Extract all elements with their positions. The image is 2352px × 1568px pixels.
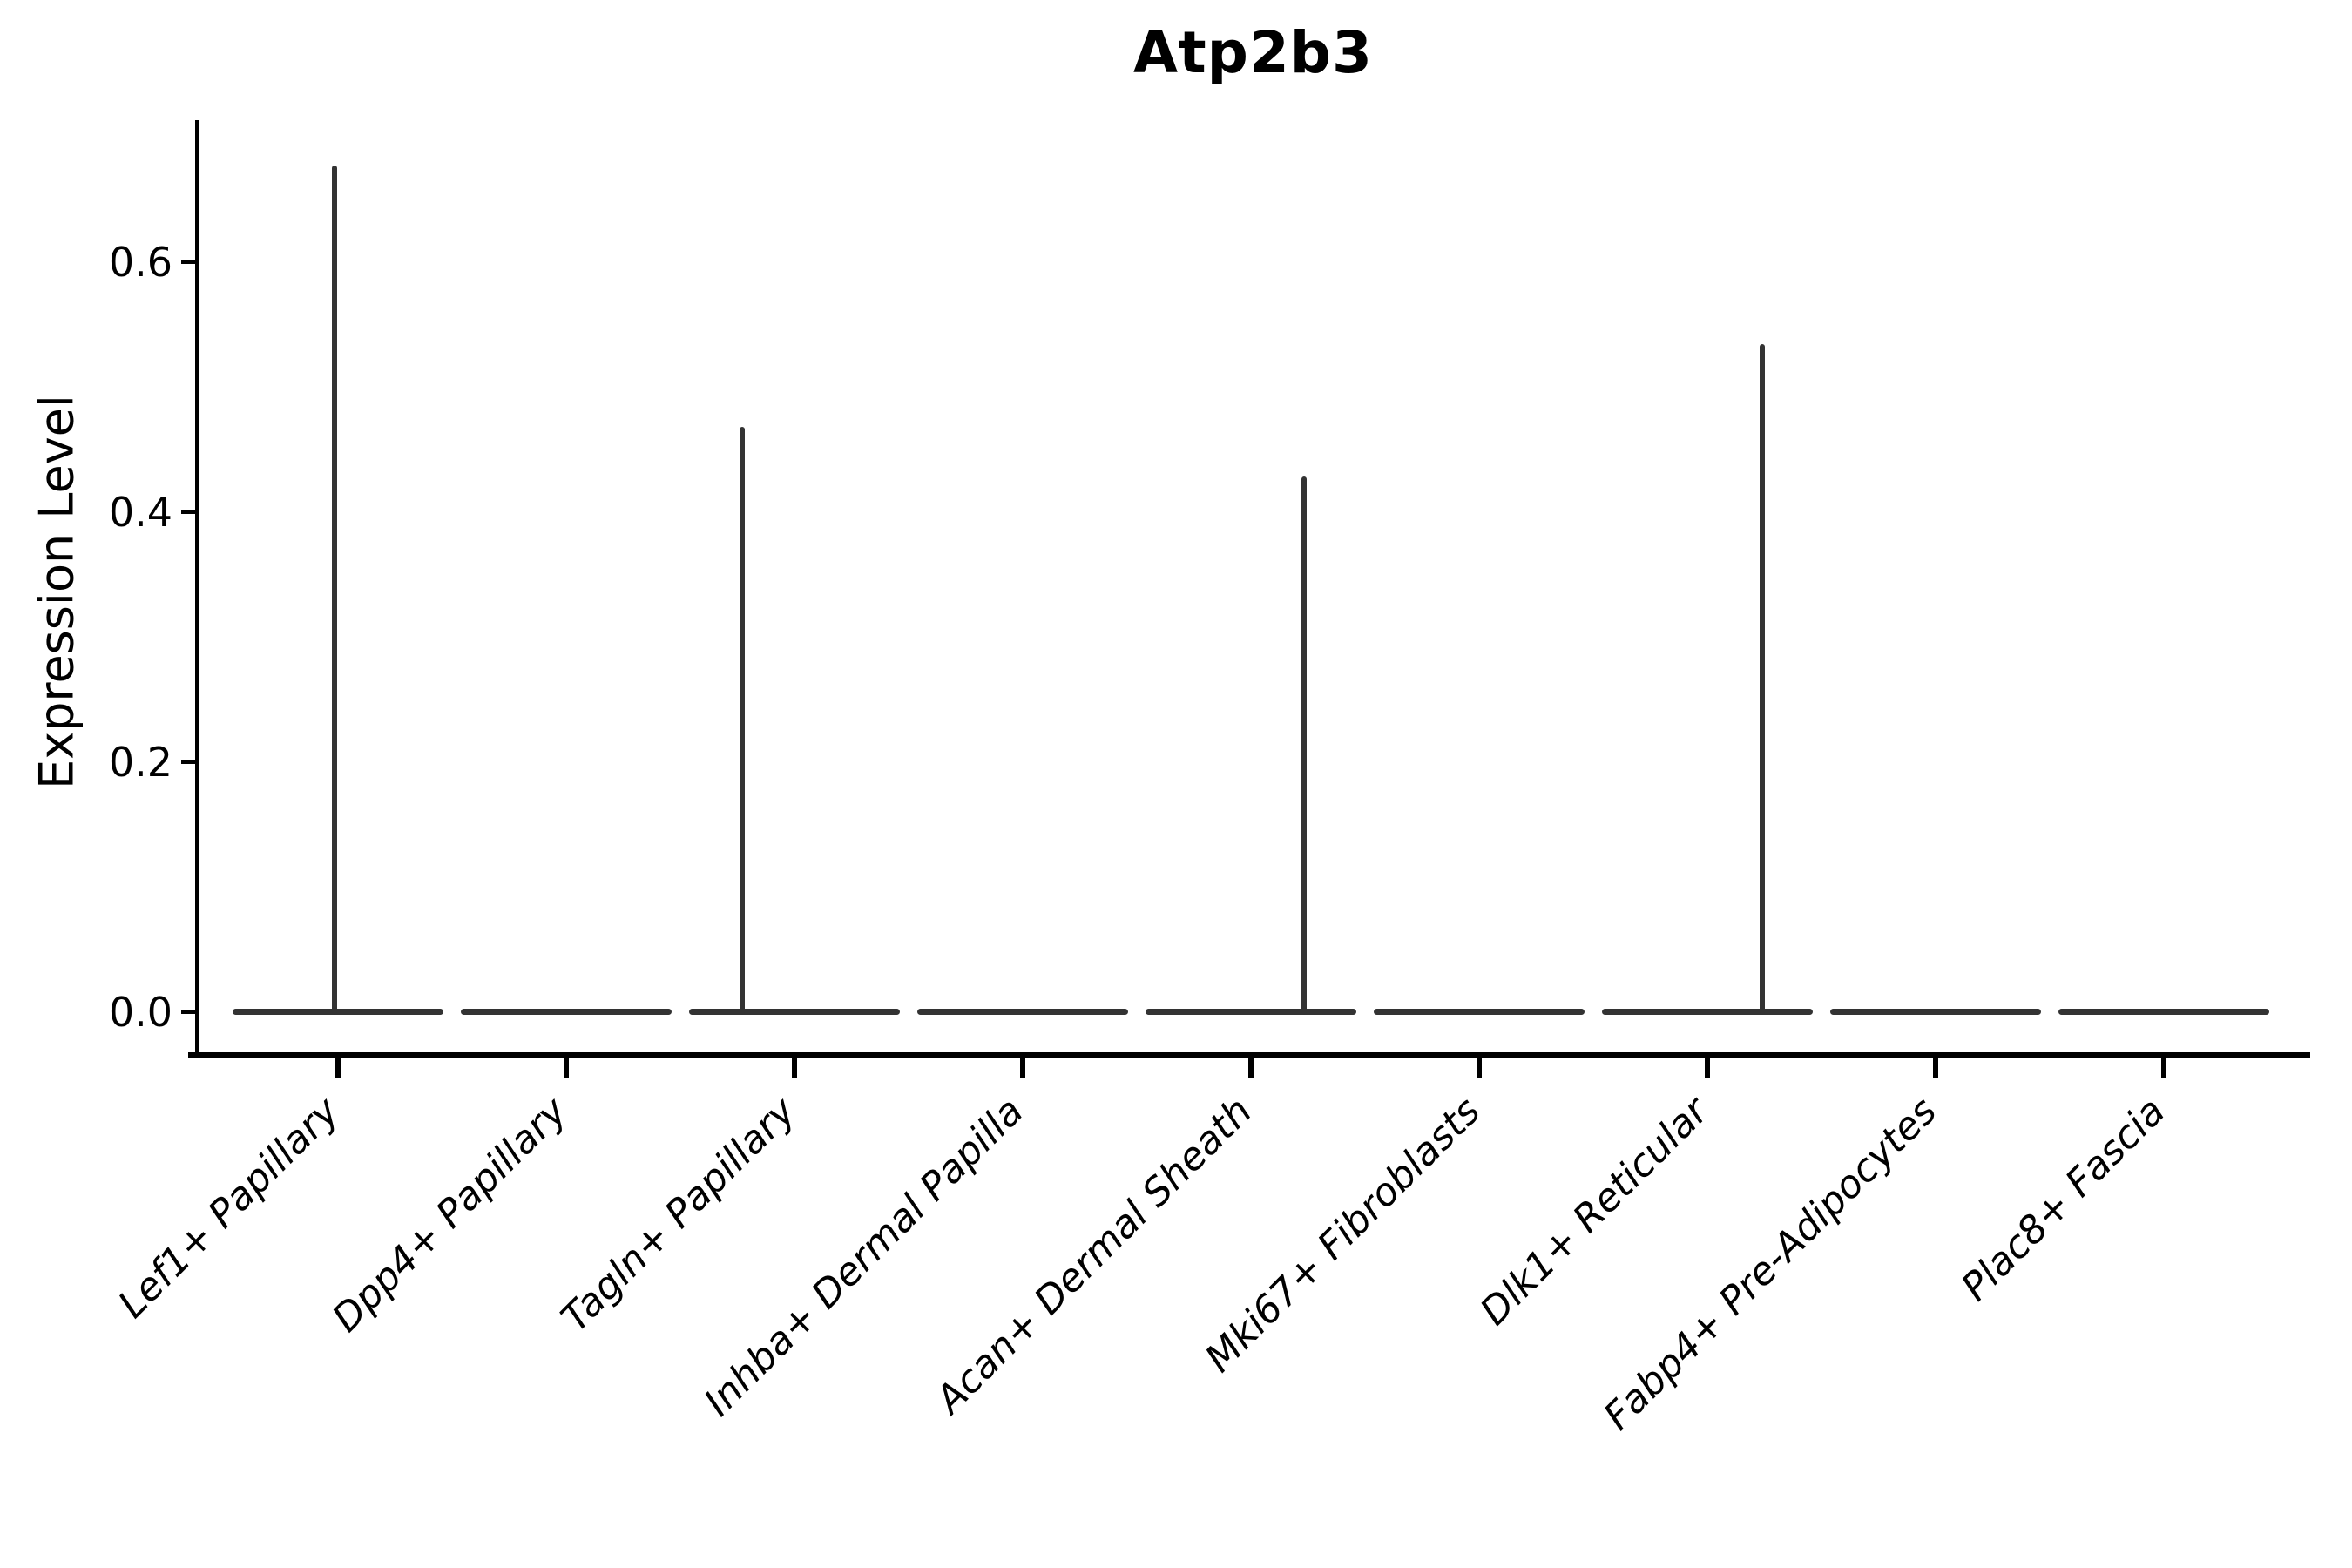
y-tick-mark <box>181 1010 195 1014</box>
y-tick-mark <box>181 260 195 264</box>
violin-max-spike <box>740 426 745 1015</box>
violin-body <box>2058 1009 2269 1015</box>
violin-body <box>1602 1009 1813 1015</box>
y-axis-label: Expression Level <box>29 395 84 789</box>
violin-body <box>233 1009 443 1015</box>
plot-title: Atp2b3 <box>1133 19 1373 86</box>
violin-body <box>1830 1009 2041 1015</box>
y-axis-spine <box>195 120 199 1058</box>
y-tick-label: 0.0 <box>108 988 172 1036</box>
x-tick-mark <box>1248 1058 1254 1078</box>
y-tick-label: 0.6 <box>108 238 172 286</box>
x-tick-mark <box>1933 1058 1938 1078</box>
x-tick-mark <box>1477 1058 1482 1078</box>
x-category-label: Tagln+ Papillary <box>552 1089 805 1341</box>
violin-max-spike <box>1760 344 1765 1015</box>
y-tick-mark <box>181 510 195 514</box>
y-tick-mark <box>181 760 195 764</box>
violin-body <box>461 1009 672 1015</box>
y-tick-label: 0.2 <box>108 738 172 786</box>
violin-body <box>689 1009 900 1015</box>
y-tick-label: 0.4 <box>108 488 172 536</box>
x-tick-mark <box>564 1058 569 1078</box>
x-axis-spine <box>188 1052 2310 1058</box>
violin-max-spike <box>332 166 337 1015</box>
x-tick-mark <box>1020 1058 1025 1078</box>
violin-body <box>1374 1009 1585 1015</box>
x-tick-mark <box>335 1058 341 1078</box>
x-category-label: Dpp4+ Papillary <box>324 1089 577 1342</box>
x-tick-mark <box>2161 1058 2166 1078</box>
x-category-label: Dlk1+ Reticular <box>1471 1089 1718 1335</box>
violin-body <box>917 1009 1128 1015</box>
violin-max-spike <box>1301 476 1307 1015</box>
x-category-label: Plac8+ Fascia <box>1952 1089 2174 1310</box>
x-tick-mark <box>1705 1058 1710 1078</box>
x-tick-mark <box>792 1058 797 1078</box>
x-category-label: Lef1+ Papillary <box>110 1089 348 1328</box>
violin-body <box>1146 1009 1356 1015</box>
